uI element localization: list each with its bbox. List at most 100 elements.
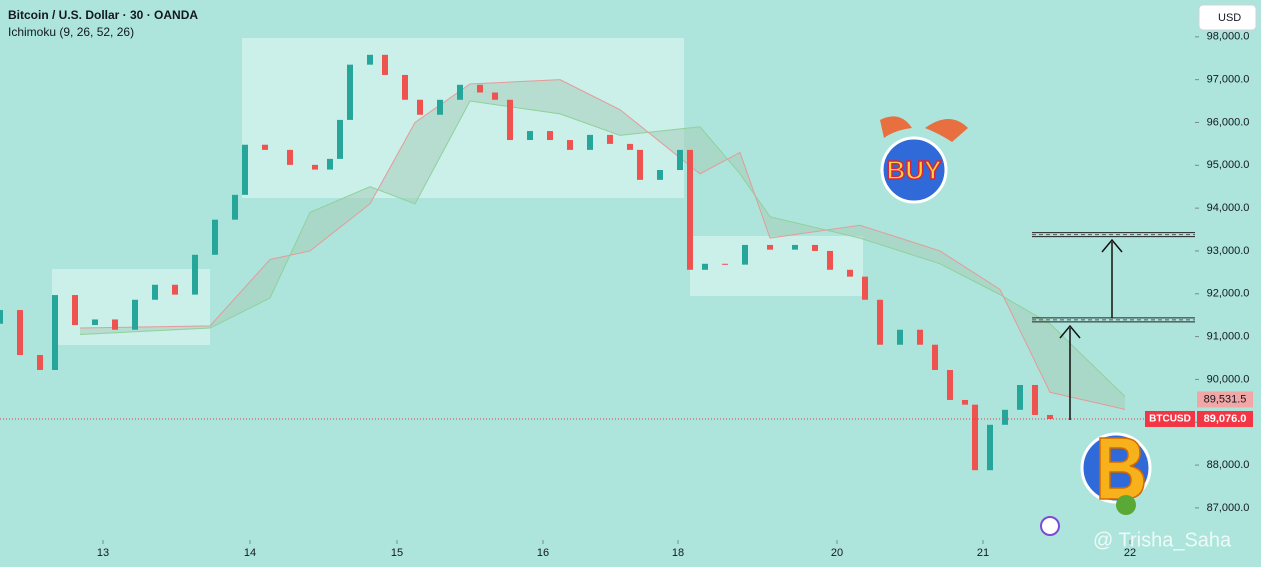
candle-body: [172, 284, 178, 295]
candle-body: [337, 119, 343, 159]
candle-body: [402, 74, 408, 100]
candle-body: [312, 164, 318, 170]
candle-body: [862, 276, 868, 300]
currency-button[interactable]: [1198, 4, 1257, 31]
price-label-box: [1197, 391, 1253, 408]
candle-body: [917, 329, 923, 345]
x-tick-label: 16: [537, 547, 549, 559]
y-tick-label: 92,000.0: [1207, 288, 1250, 300]
y-tick-label: 87,000.0: [1207, 502, 1250, 514]
candle-body: [52, 295, 58, 370]
candle-body: [492, 92, 498, 100]
candle-body: [1047, 414, 1053, 419]
candle-body: [722, 263, 728, 265]
buy-icon: BUY: [880, 116, 968, 204]
candle-body: [347, 64, 353, 120]
candle-body: [112, 319, 118, 330]
candle-body: [972, 404, 978, 471]
y-tick-label: 96,000.0: [1207, 116, 1250, 128]
candle-body: [587, 134, 593, 150]
candle-body: [1032, 384, 1038, 415]
chart-title: Bitcoin / U.S. Dollar · 30 · OANDA: [8, 8, 198, 22]
candle-body: [287, 149, 293, 165]
candle-body: [792, 244, 798, 250]
candle-body: [152, 284, 158, 300]
range-box: [690, 236, 863, 296]
candle-body: [37, 355, 43, 370]
candle-body: [677, 149, 683, 171]
span-b-line: [79, 79, 1126, 410]
candle-body: [192, 254, 198, 295]
candle-body: [17, 310, 23, 356]
candle-body: [367, 54, 373, 65]
candle-body: [477, 84, 483, 93]
cloud-fill: [80, 79, 1125, 410]
indicator-label: Ichimoku (9, 26, 52, 26): [8, 25, 134, 39]
candle-body: [847, 269, 853, 277]
candle-body: [0, 310, 3, 324]
candle-body: [742, 244, 748, 265]
x-tick-label: 21: [977, 547, 989, 559]
span-a-line: [79, 100, 1126, 397]
y-tick-label: 98,000.0: [1207, 31, 1250, 43]
candle-body: [827, 250, 833, 270]
y-tick-label: 90,000.0: [1207, 373, 1250, 385]
candle-body: [232, 194, 238, 220]
y-tick-label: 93,000.0: [1207, 245, 1250, 257]
symbol-label: BTCUSD: [1149, 414, 1191, 425]
logo: [1040, 516, 1060, 536]
candle-body: [657, 170, 663, 180]
candle-body: [607, 134, 613, 144]
candle-body: [212, 219, 218, 255]
candle-body: [627, 143, 633, 150]
x-tick-label: 13: [97, 547, 109, 559]
candle-body: [507, 99, 513, 141]
x-tick-label: 18: [672, 547, 684, 559]
candle-body: [92, 319, 98, 326]
candle-body: [702, 263, 708, 270]
plot-area: [0, 54, 1195, 471]
price-label-box: [1197, 410, 1253, 427]
watermark: @ Trisha_Saha: [1093, 529, 1232, 551]
y-tick-label: 91,000.0: [1207, 330, 1250, 342]
candle-body: [812, 244, 818, 251]
currency-button-label[interactable]: USD: [1218, 12, 1241, 24]
price-label: 89,531.5: [1204, 393, 1247, 405]
candle-body: [527, 131, 533, 141]
x-tick-label: 14: [244, 547, 256, 559]
candle-body: [457, 84, 463, 100]
buy-text: BUY: [887, 155, 942, 185]
candle-body: [1017, 384, 1023, 410]
candle-body: [547, 131, 553, 141]
candle-body: [897, 329, 903, 345]
candle-body: [687, 149, 693, 270]
candle-body: [242, 144, 248, 195]
candle-body: [437, 99, 443, 115]
candle-body: [567, 140, 573, 150]
candle-body: [132, 299, 138, 330]
candle-body: [962, 399, 968, 405]
arrow-head: [1101, 238, 1123, 253]
candle-body: [932, 344, 938, 370]
candle-body: [382, 54, 388, 75]
candle-body: [987, 424, 993, 471]
x-tick-label: 20: [831, 547, 843, 559]
x-tick-label: 22: [1124, 547, 1136, 559]
candle-body: [637, 149, 643, 180]
y-tick-label: 95,000.0: [1207, 159, 1250, 171]
candle-body: [767, 244, 773, 250]
y-tick-label: 88,000.0: [1207, 459, 1250, 471]
candle-body: [327, 158, 333, 170]
symbol-label-box: [1145, 410, 1195, 427]
candle-body: [947, 369, 953, 400]
candle-body: [417, 99, 423, 115]
candle-body: [262, 144, 268, 150]
candle-body: [877, 299, 883, 345]
price-label: 89,076.0: [1204, 413, 1247, 425]
bitcoin-icon: [1080, 432, 1152, 515]
candle-body: [1002, 409, 1008, 425]
x-tick-label: 15: [391, 547, 403, 559]
arrow-head: [1059, 324, 1081, 339]
y-tick-label: 97,000.0: [1207, 74, 1250, 86]
